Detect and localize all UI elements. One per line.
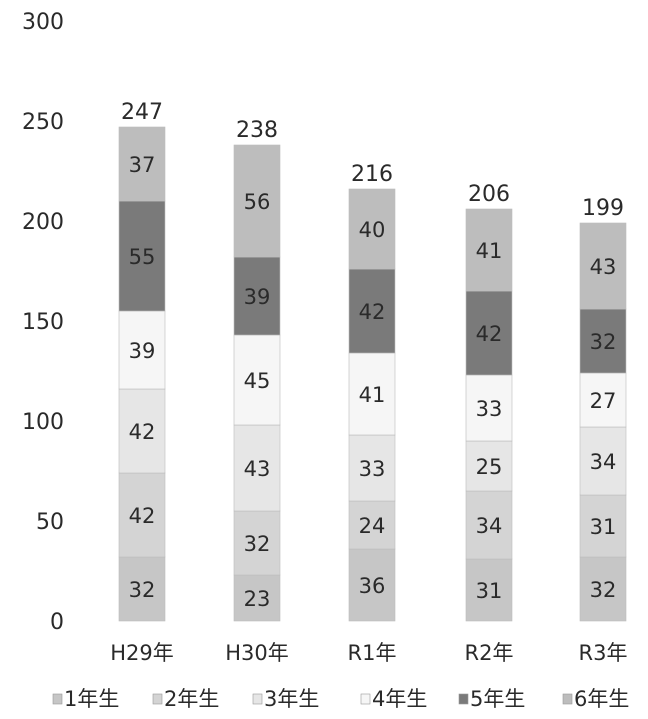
bar-segment: [348, 188, 396, 270]
segment-data-label: 43: [590, 255, 617, 279]
legend-label: 5年生: [470, 687, 525, 711]
bar-segment: [233, 144, 281, 258]
y-tick-label: 300: [22, 10, 64, 35]
bar-segment: [233, 510, 281, 576]
segment-data-label: 39: [129, 339, 156, 363]
legend-swatch: [52, 693, 63, 705]
segment-data-label: 24: [359, 514, 386, 538]
y-tick-label: 250: [22, 110, 64, 135]
bar-segment: [579, 222, 627, 310]
segment-data-label: 42: [476, 322, 503, 346]
x-axis: H29年 H30年 R1年 R2年 R3年: [110, 641, 627, 665]
legend-label: 3年生: [264, 687, 319, 711]
bar-segment: [579, 372, 627, 428]
bars: 32 42 42 39 55 37 247 23 32 43 45 39 56 238 36 24 33 41 42…: [118, 100, 627, 622]
segment-data-label: 43: [244, 457, 271, 481]
segment-data-label: 37: [129, 153, 156, 177]
bar-segment: [118, 200, 166, 312]
y-tick-label: 0: [50, 610, 64, 635]
legend-swatch: [152, 693, 163, 705]
bar-segment: [579, 426, 627, 496]
bar-total-label: 216: [351, 162, 393, 187]
y-axis: 0 50 100 150 200 250 300: [22, 10, 64, 635]
segment-data-label: 31: [476, 579, 503, 603]
bar-segment: [579, 494, 627, 558]
y-tick-label: 100: [22, 410, 64, 435]
segment-data-label: 45: [244, 369, 271, 393]
bar-segment: [348, 548, 396, 622]
legend-label: 4年生: [372, 687, 427, 711]
segment-data-label: 42: [359, 300, 386, 324]
segment-data-label: 39: [244, 285, 271, 309]
segment-data-label: 42: [129, 504, 156, 528]
segment-data-label: 33: [359, 457, 386, 481]
segment-data-label: 32: [244, 532, 271, 556]
segment-data-label: 31: [590, 515, 617, 539]
x-category-label: R1年: [348, 641, 397, 665]
x-category-label: H29年: [110, 641, 174, 665]
legend-swatch: [360, 693, 371, 705]
segment-data-label: 32: [129, 578, 156, 602]
segment-data-label: 25: [476, 455, 503, 479]
segment-data-label: 34: [590, 450, 617, 474]
bar-segment: [118, 472, 166, 558]
y-tick-label: 200: [22, 210, 64, 235]
segment-data-label: 56: [244, 190, 271, 214]
segment-data-label: 36: [359, 574, 386, 598]
bar-segment: [348, 268, 396, 354]
segment-data-label: 55: [129, 245, 156, 269]
segment-data-label: 42: [129, 420, 156, 444]
bar-segment: [465, 290, 513, 376]
bar-segment: [348, 434, 396, 502]
segment-data-label: 41: [359, 383, 386, 407]
segment-data-label: 34: [476, 514, 503, 538]
bar-segment: [465, 440, 513, 492]
legend-label: 2年生: [164, 687, 219, 711]
segment-data-label: 40: [359, 218, 386, 242]
bar-segment: [118, 126, 166, 202]
segment-data-label: 27: [590, 389, 617, 413]
bar-segment: [465, 208, 513, 292]
segment-data-label: 32: [590, 330, 617, 354]
bar-segment: [579, 556, 627, 622]
segment-data-label: 32: [590, 578, 617, 602]
legend-swatch: [252, 693, 263, 705]
bar-segment: [233, 256, 281, 336]
x-category-label: H30年: [225, 641, 289, 665]
legend-swatch: [458, 693, 469, 705]
bar-segment: [233, 334, 281, 426]
bar-segment: [465, 558, 513, 622]
y-tick-label: 150: [22, 310, 64, 335]
segment-data-label: 23: [244, 587, 271, 611]
x-category-label: R3年: [579, 641, 628, 665]
bar-total-label: 199: [582, 196, 624, 221]
segment-data-label: 33: [476, 397, 503, 421]
bar-segment: [118, 310, 166, 390]
bar-segment: [118, 556, 166, 622]
legend-label: 6年生: [574, 687, 629, 711]
bar-total-label: 247: [121, 100, 163, 125]
segment-data-label: 41: [476, 239, 503, 263]
legend-label: 1年生: [64, 687, 119, 711]
bar-segment: [233, 574, 281, 622]
legend-swatch: [562, 693, 573, 705]
legend: 1年生 2年生 3年生 4年生 5年生 6年生: [52, 687, 629, 711]
x-category-label: R2年: [465, 641, 514, 665]
bar-segment: [465, 490, 513, 560]
bar-total-label: 206: [468, 182, 510, 207]
bar-segment: [348, 352, 396, 436]
y-tick-label: 50: [36, 510, 64, 535]
bar-segment: [233, 424, 281, 512]
bar-segment: [579, 308, 627, 374]
bar-total-label: 238: [236, 118, 278, 143]
